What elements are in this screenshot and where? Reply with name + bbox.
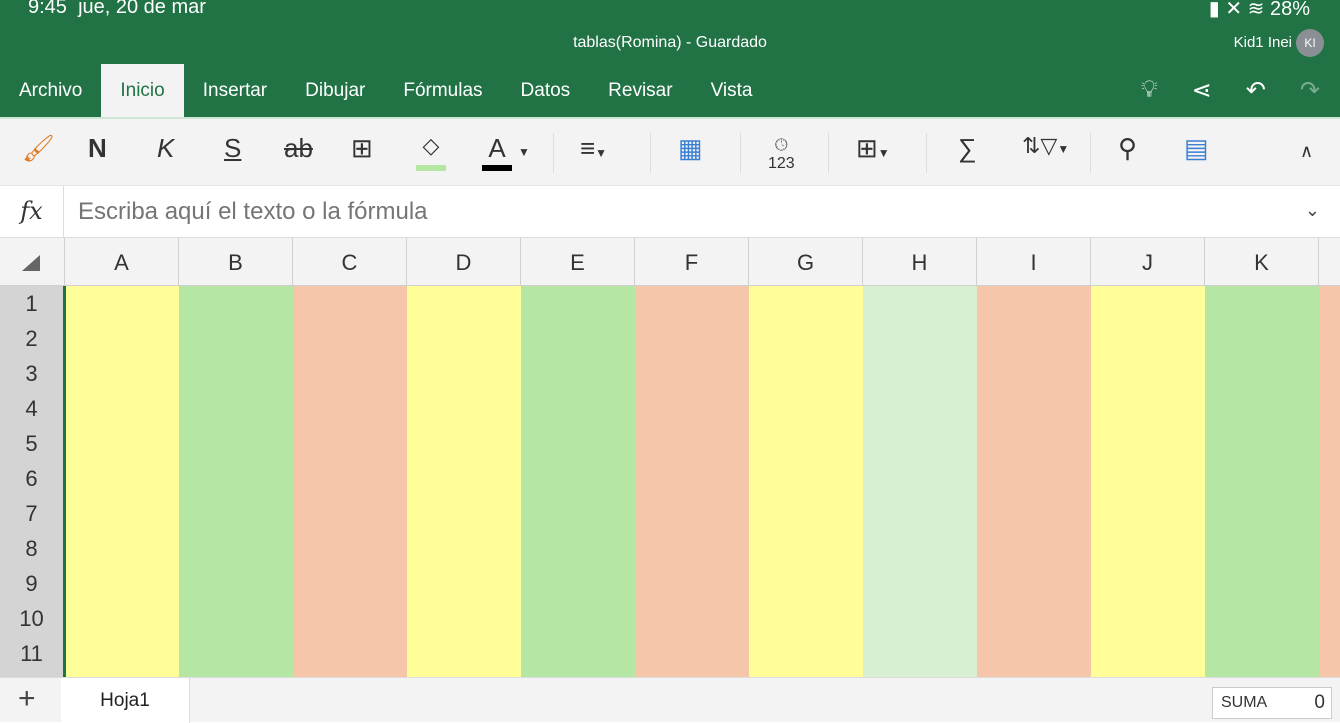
- font-color-icon[interactable]: A: [482, 133, 512, 171]
- document-title: tablas(Romina) - Guardado: [573, 34, 767, 51]
- tab-insertar[interactable]: Insertar: [202, 80, 268, 101]
- column-cells-H[interactable]: [863, 286, 977, 677]
- column-header-H[interactable]: H: [863, 238, 977, 286]
- column-header-J[interactable]: J: [1091, 238, 1205, 286]
- row-header-11[interactable]: 11: [20, 641, 43, 666]
- tab-datos[interactable]: Datos: [520, 80, 571, 101]
- column-cells-D[interactable]: [407, 286, 521, 677]
- sheet-bar: + Hoja1 SUMA 0: [0, 677, 1340, 723]
- row-header-6[interactable]: 6: [25, 466, 38, 491]
- share-icon[interactable]: ⋖: [1191, 77, 1212, 104]
- column-cells-A[interactable]: [65, 286, 179, 677]
- row-header-2[interactable]: 2: [25, 326, 38, 351]
- sheet-tab[interactable]: Hoja1: [61, 678, 190, 723]
- number-format-icon[interactable]: 🕓︎ 123: [768, 137, 795, 172]
- tab-inicio[interactable]: Inicio: [101, 64, 184, 117]
- underline-button[interactable]: S: [224, 133, 242, 163]
- column-header-G[interactable]: G: [749, 238, 863, 286]
- chevron-down-icon[interactable]: ▼: [518, 145, 530, 159]
- add-sheet-button[interactable]: +: [18, 682, 36, 715]
- row-header-8[interactable]: 8: [25, 536, 38, 561]
- column-header-K[interactable]: K: [1205, 238, 1319, 286]
- column-cells-K[interactable]: [1205, 286, 1319, 677]
- sum-icon[interactable]: ∑: [958, 133, 977, 163]
- tab-dibujar[interactable]: Dibujar: [305, 80, 366, 101]
- column-header-I[interactable]: I: [977, 238, 1091, 286]
- status-time-date: 9:45 jue, 20 de mar: [28, 0, 206, 18]
- ribbon-tabs: Archivo Inicio Insertar Dibujar Fórmulas Dato…: [0, 64, 771, 117]
- column-cells-L[interactable]: [1319, 286, 1340, 677]
- strikethrough-button[interactable]: ab: [284, 133, 313, 163]
- row-header-5[interactable]: 5: [25, 431, 38, 456]
- column-header-C[interactable]: C: [293, 238, 407, 286]
- formula-input[interactable]: [78, 198, 1278, 226]
- column-cells-C[interactable]: [293, 286, 407, 677]
- bold-button[interactable]: N: [88, 133, 107, 163]
- expand-formula-icon[interactable]: ⌄: [1304, 200, 1320, 220]
- row-header-7[interactable]: 7: [25, 501, 38, 526]
- column-cells-F[interactable]: [635, 286, 749, 677]
- tab-archivo[interactable]: Archivo: [19, 80, 83, 101]
- column-header-A[interactable]: A: [65, 238, 179, 286]
- align-icon[interactable]: ≡▼: [580, 133, 608, 163]
- column-header-F[interactable]: F: [635, 238, 749, 286]
- column-header-D[interactable]: D: [407, 238, 521, 286]
- function-icon[interactable]: fx: [0, 186, 64, 238]
- tab-fórmulas[interactable]: Fórmulas: [403, 80, 483, 101]
- row-header-3[interactable]: 3: [25, 361, 38, 386]
- row-headers: 1 2 3 4 5 6 7 8 9 10 11: [0, 286, 63, 677]
- row-header-4[interactable]: 4: [25, 396, 38, 421]
- redo-icon[interactable]: ↷: [1299, 77, 1320, 104]
- freeze-panes-icon[interactable]: ▤: [1184, 133, 1209, 163]
- format-table-icon[interactable]: ▦: [678, 133, 703, 163]
- select-all-button[interactable]: [0, 238, 65, 286]
- sort-filter-icon[interactable]: ⇅▽▼: [1022, 133, 1070, 158]
- undo-icon[interactable]: ↶: [1245, 77, 1266, 104]
- collapse-ribbon-icon[interactable]: ∧: [1300, 141, 1314, 161]
- row-header-9[interactable]: 9: [25, 571, 38, 596]
- column-header-B[interactable]: B: [179, 238, 293, 286]
- selection-indicator: [63, 286, 66, 677]
- column-cells-J[interactable]: [1091, 286, 1205, 677]
- tab-vista[interactable]: Vista: [710, 80, 753, 101]
- search-icon[interactable]: ⚲: [1118, 133, 1138, 163]
- status-icons: ▮ ✕ ≋ 28%: [1208, 0, 1310, 20]
- formula-bar: fx ⌄: [0, 185, 1340, 238]
- fill-color-icon[interactable]: ◇: [416, 133, 446, 171]
- column-cells-I[interactable]: [977, 286, 1091, 677]
- avatar[interactable]: KI: [1296, 29, 1324, 57]
- status-sum[interactable]: SUMA 0: [1212, 687, 1332, 719]
- ribbon-toolbar: 🖌︎ N K S ab ⊞ ◇ A ▼ ≡▼ ▦ 🕓︎ 123 ⊞▼ ∑ ⇅▽▼ …: [0, 117, 1340, 185]
- italic-button[interactable]: K: [157, 133, 175, 163]
- column-cells-G[interactable]: [749, 286, 863, 677]
- user-name: Kid1 Inei: [1233, 34, 1292, 51]
- lightbulb-icon[interactable]: 💡︎: [1140, 76, 1158, 103]
- tab-revisar[interactable]: Revisar: [608, 80, 673, 101]
- column-cells-E[interactable]: [521, 286, 635, 677]
- column-cells-B[interactable]: [179, 286, 293, 677]
- format-painter-icon[interactable]: 🖌︎: [22, 133, 56, 163]
- column-header-E[interactable]: E: [521, 238, 635, 286]
- insert-delete-cells-icon[interactable]: ⊞▼: [856, 133, 890, 163]
- row-header-10[interactable]: 10: [19, 606, 44, 631]
- borders-icon[interactable]: ⊞: [351, 133, 373, 163]
- row-header-1[interactable]: 1: [25, 291, 38, 316]
- title-bar: 9:45 jue, 20 de mar ▮ ✕ ≋ 28% tablas(Rom…: [0, 0, 1340, 117]
